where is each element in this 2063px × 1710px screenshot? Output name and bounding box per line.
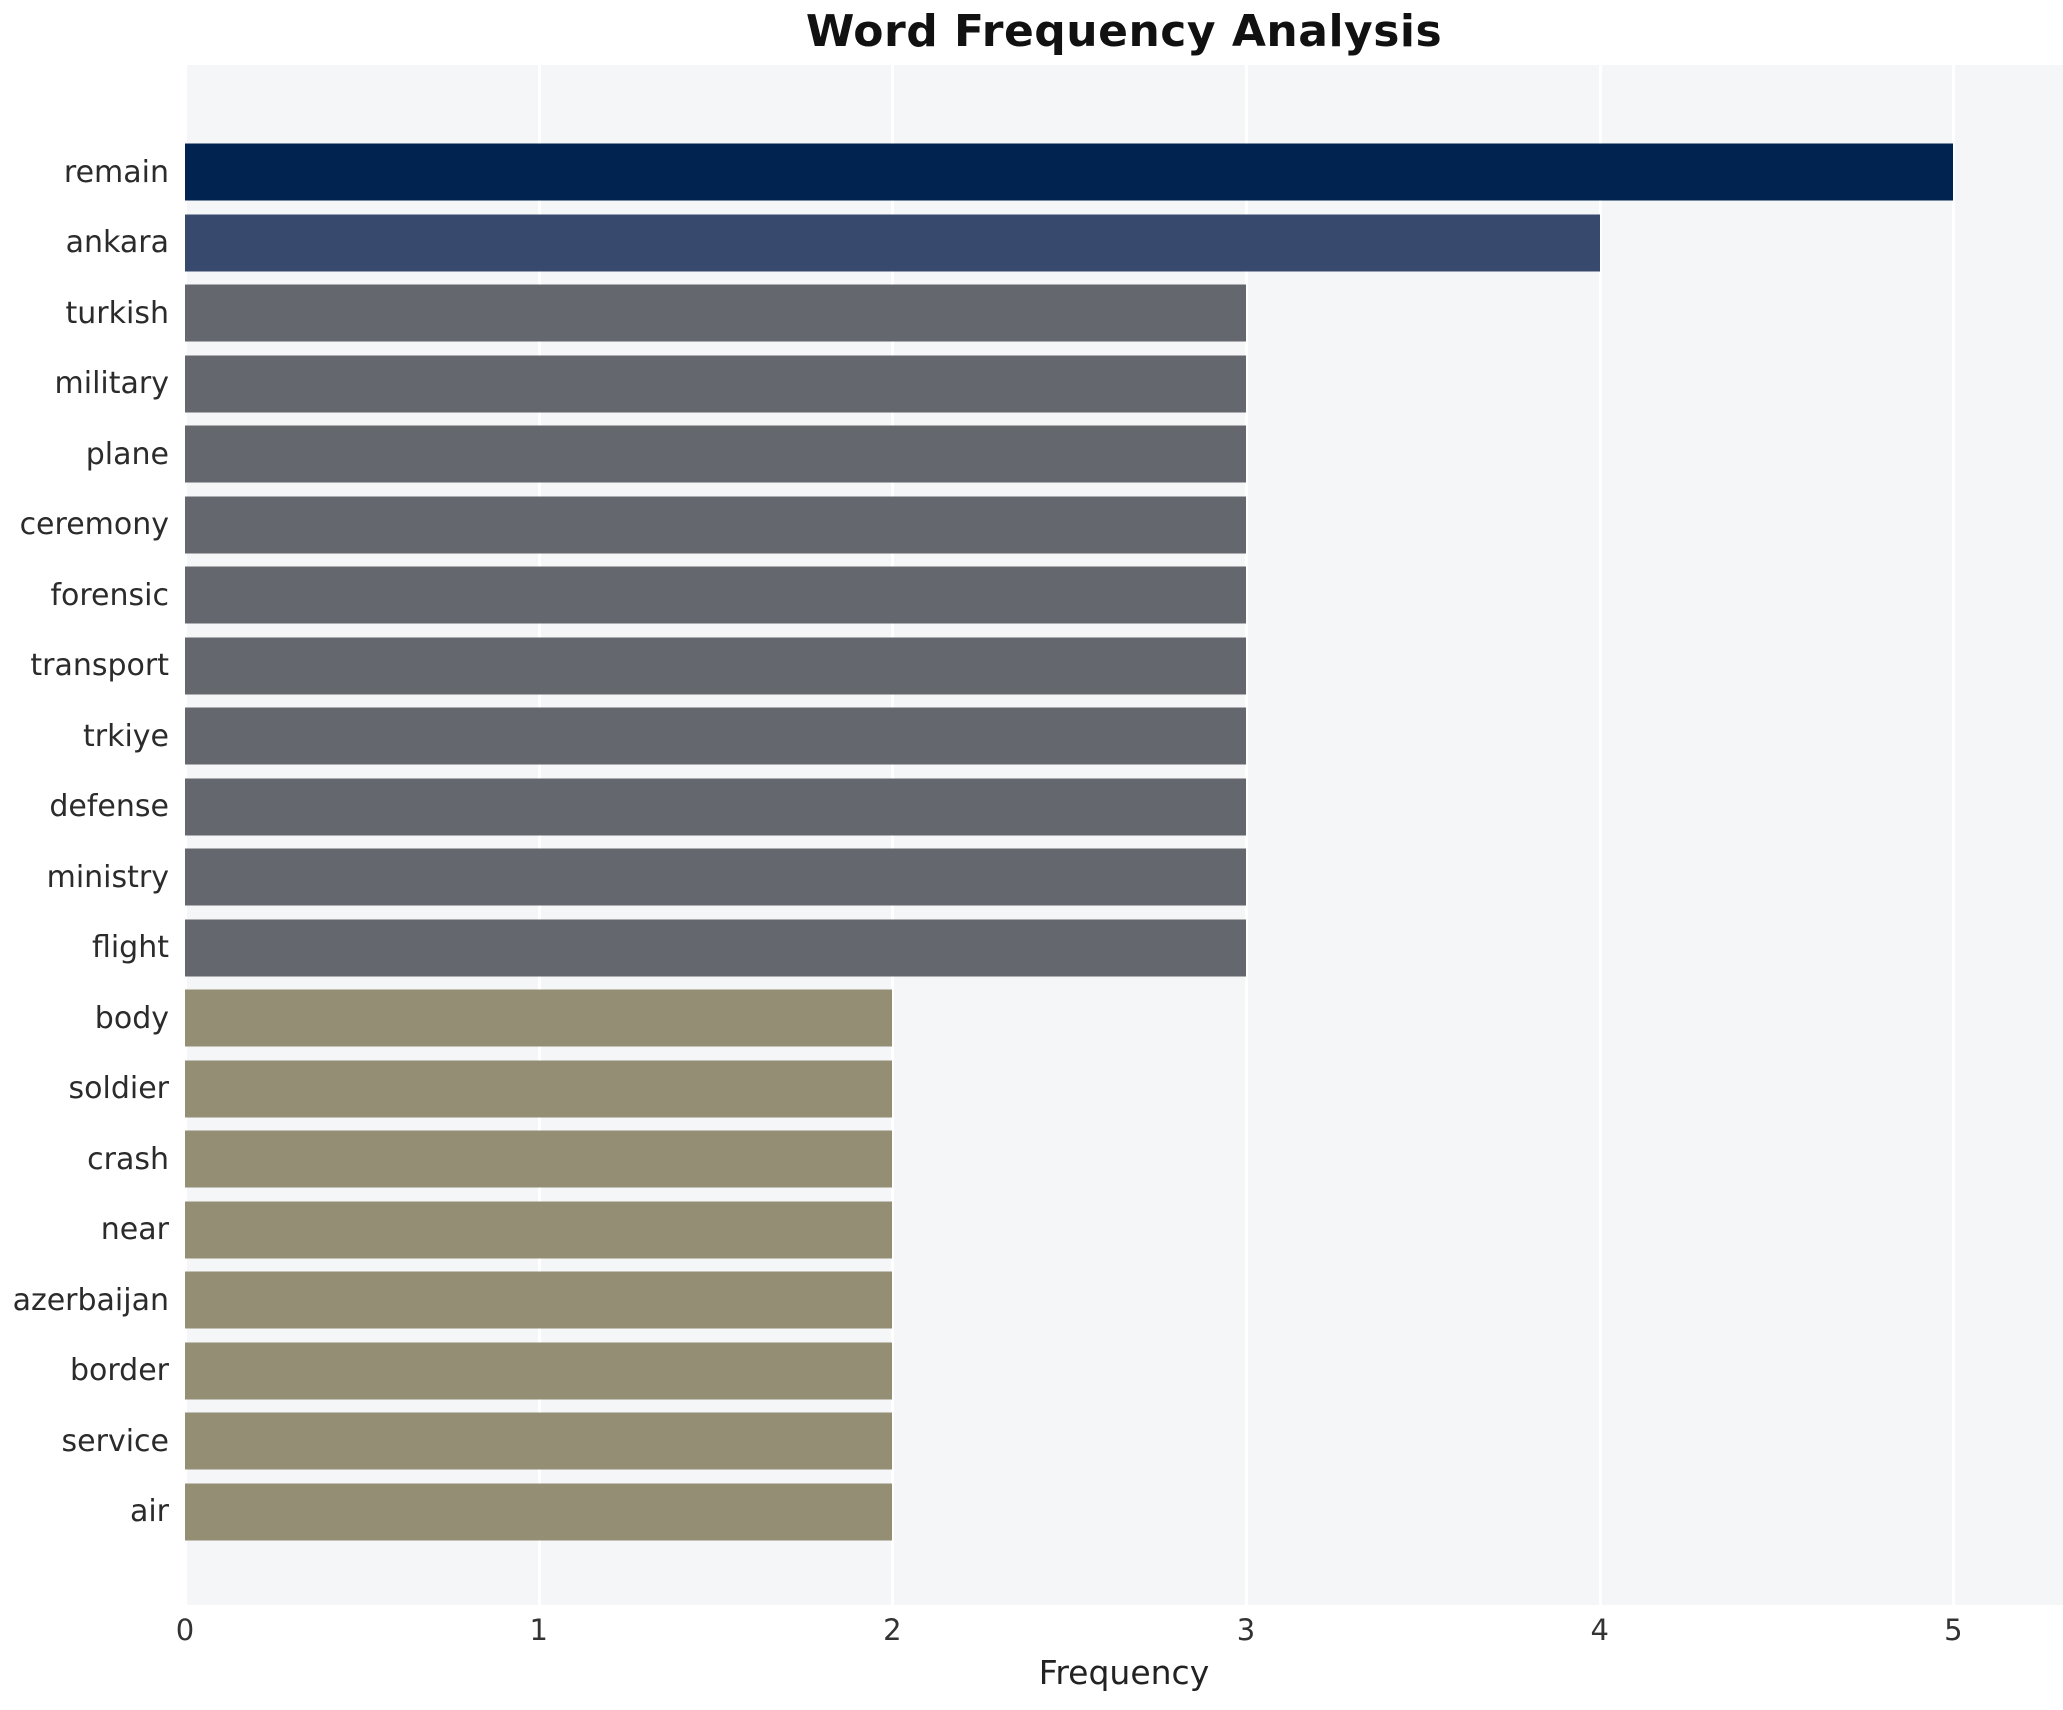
x-tick-3: 3 [1236,1613,1256,1647]
bar-track [185,349,2063,420]
gridline-x-3 [1245,65,1249,1605]
category-label-turkish: turkish [65,295,169,331]
x-tick-1: 1 [529,1613,548,1647]
bar-near [185,1201,893,1259]
bar-ceremony [185,496,1247,554]
bar-service [185,1412,893,1470]
bar-track [185,983,2063,1054]
bar-row-crash: crash [0,1124,2063,1195]
gridline-x-4 [1598,65,1602,1605]
chart-title: Word Frequency Analysis [805,6,1443,57]
category-label-transport: transport [30,648,169,684]
bar-row-transport: transport [0,631,2063,702]
bar-track [185,1477,2063,1548]
bar-track [185,913,2063,984]
bar-row-border: border [0,1336,2063,1407]
bar-air [185,1483,893,1541]
bar-rows: remain ankara turkish military plane ceremony… [0,65,2063,1605]
bar-trkiye [185,707,1247,765]
bar-track [185,1265,2063,1336]
bar-ministry [185,848,1247,906]
bar-defense [185,778,1247,836]
category-label-forensic: forensic [50,577,169,613]
bar-ankara [185,214,1600,272]
category-label-remain: remain [63,154,169,190]
category-label-plane: plane [85,436,169,472]
bar-track [185,1195,2063,1266]
bar-row-ankara: ankara [0,208,2063,279]
category-label-military: military [54,366,169,402]
category-label-ceremony: ceremony [19,507,169,543]
x-tick-2: 2 [883,1613,902,1647]
bar-row-ministry: ministry [0,842,2063,913]
category-label-air: air [129,1494,169,1530]
x-tick-4: 4 [1590,1613,1609,1647]
bar-body [185,989,893,1047]
x-axis-ticks: 0 1 2 3 4 5 [0,1613,2063,1653]
bar-track [185,701,2063,772]
bar-track [185,208,2063,279]
bar-row-service: service [0,1406,2063,1477]
category-label-crash: crash [87,1141,169,1177]
bar-row-military: military [0,349,2063,420]
category-label-ministry: ministry [46,859,169,895]
bar-row-forensic: forensic [0,560,2063,631]
bar-track [185,1054,2063,1125]
bar-forensic [185,566,1247,624]
category-label-trkiye: trkiye [82,718,169,754]
bar-row-ceremony: ceremony [0,490,2063,561]
category-label-border: border [69,1353,169,1389]
bar-row-defense: defense [0,772,2063,843]
category-label-flight: flight [91,930,169,966]
bar-track [185,772,2063,843]
bar-track [185,631,2063,702]
bar-track [185,278,2063,349]
category-label-azerbaijan: azerbaijan [12,1282,169,1318]
gridline-x-5 [1952,65,1956,1605]
bar-track [185,137,2063,208]
bar-military [185,355,1247,413]
bar-row-near: near [0,1195,2063,1266]
bar-row-azerbaijan: azerbaijan [0,1265,2063,1336]
bar-row-remain: remain [0,137,2063,208]
bar-border [185,1342,893,1400]
bar-row-soldier: soldier [0,1054,2063,1125]
bar-row-body: body [0,983,2063,1054]
bar-transport [185,637,1247,695]
bar-row-plane: plane [0,419,2063,490]
bar-track [185,560,2063,631]
bar-turkish [185,284,1247,342]
category-label-service: service [61,1423,169,1459]
x-tick-5: 5 [1944,1613,1963,1647]
category-label-near: near [100,1212,169,1248]
bar-track [185,1124,2063,1195]
bar-row-air: air [0,1477,2063,1548]
x-tick-0: 0 [175,1613,195,1647]
x-axis-label: Frequency [1038,1653,1210,1692]
bar-azerbaijan [185,1271,893,1329]
bar-soldier [185,1060,893,1118]
bar-row-flight: flight [0,913,2063,984]
bar-crash [185,1130,893,1188]
bar-row-trkiye: trkiye [0,701,2063,772]
bar-remain [185,143,1954,201]
bar-track [185,419,2063,490]
bar-plane [185,425,1247,483]
bar-track [185,490,2063,561]
bar-track [185,1406,2063,1477]
category-label-body: body [94,1000,169,1036]
category-label-ankara: ankara [65,225,169,261]
bar-row-turkish: turkish [0,278,2063,349]
bar-flight [185,919,1247,977]
bar-track [185,842,2063,913]
category-label-defense: defense [49,789,169,825]
category-label-soldier: soldier [68,1071,170,1107]
bar-track [185,1336,2063,1407]
